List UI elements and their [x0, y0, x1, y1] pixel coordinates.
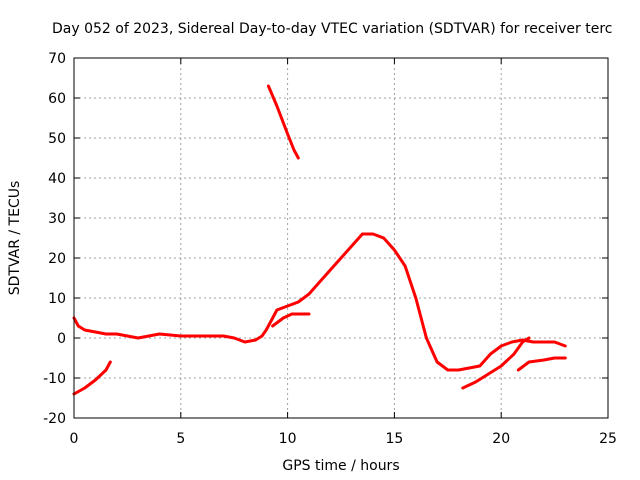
- series-main-trace: [72, 232, 567, 372]
- plot-area-border: [73, 57, 609, 419]
- x-axis-label: GPS time / hours: [282, 458, 399, 474]
- series-late-branch-1: [461, 336, 531, 390]
- x-tick-label: 15: [385, 431, 403, 447]
- x-tick-label: 10: [279, 431, 297, 447]
- y-tick-label: -10: [43, 371, 66, 387]
- y-axis-label: SDTVAR / TECUs: [7, 181, 23, 296]
- y-tick-label: 10: [48, 291, 66, 307]
- y-tick-label: 40: [48, 171, 66, 187]
- x-tick-label: 20: [492, 431, 510, 447]
- y-tick-label: 50: [48, 131, 66, 147]
- y-tick-label: 0: [57, 331, 66, 347]
- y-tick-label: -20: [43, 411, 66, 427]
- y-tick-label: 20: [48, 251, 66, 267]
- axis-ticks: 0 5 10 15 20 25 -20 -10 0 10 20 30 40 50 60 70: [43, 51, 617, 447]
- y-tick-label: 70: [48, 51, 66, 67]
- x-tick-label: 25: [599, 431, 617, 447]
- series-high-branch: [266, 84, 300, 160]
- series-early-branch: [72, 360, 112, 396]
- series-late-branch-2: [516, 356, 567, 372]
- y-tick-label: 60: [48, 91, 66, 107]
- chart-title: Day 052 of 2023, Sidereal Day-to-day VTE…: [52, 21, 612, 37]
- x-tick-label: 0: [70, 431, 79, 447]
- data-series: [72, 84, 567, 396]
- y-tick-label: 30: [48, 211, 66, 227]
- x-tick-label: 5: [176, 431, 185, 447]
- series-lower-branch: [271, 312, 311, 328]
